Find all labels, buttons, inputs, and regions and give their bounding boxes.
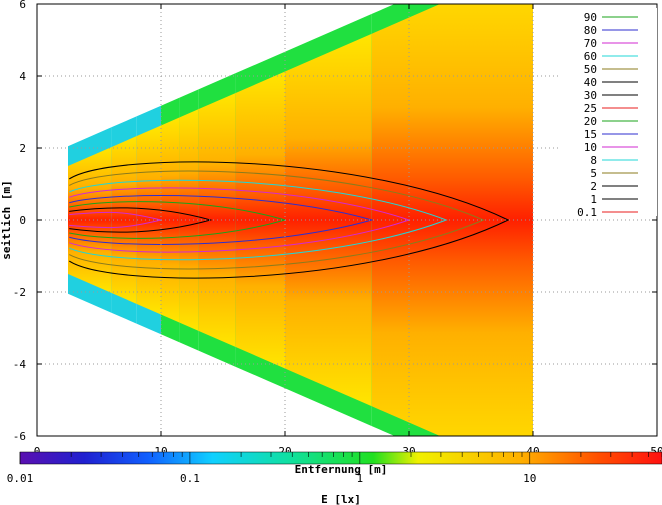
y-tick-label: 0 [19,214,26,227]
colorbar-tick-label: 1 [357,472,364,485]
y-tick-label: 4 [19,70,26,83]
x-tick-label: 50 [650,445,662,458]
legend-label: 1 [590,193,597,206]
field-strip [111,136,137,304]
legend-background [560,8,657,216]
y-axis-label: seitlich [m] [0,180,13,259]
y-tick-label: -6 [13,430,26,443]
legend-label: 8 [590,154,597,167]
legend-label: 25 [584,102,597,115]
legend-label: 20 [584,115,597,128]
colorbar-ticks: 0.01 0.1 1 10 [7,452,662,485]
contour-line [68,161,510,279]
y-tick-label: 2 [19,142,26,155]
legend-label: 60 [584,50,597,63]
legend-label: 70 [584,37,597,50]
field-strip [179,109,199,331]
contour-line [69,195,374,245]
contour-line [69,207,213,233]
illuminated-field [68,4,533,436]
field-strip [161,117,180,323]
x-tick-label: 0 [34,445,41,458]
grid-lines [37,4,657,436]
legend-label: 40 [584,76,597,89]
contour-line [69,179,448,261]
y-tick-label: -4 [13,358,27,371]
legend-label: 30 [584,89,597,102]
field-strip [371,4,533,436]
legend-label: 90 [584,11,597,24]
y-tick-label: 6 [19,0,26,11]
legend-label: 50 [584,63,597,76]
legend-label: 15 [584,128,597,141]
colorbar-tick-label: 0.01 [7,472,34,485]
colorbar-label: E [lx] [321,493,361,505]
legend-label: 80 [584,24,597,37]
field-strip [285,33,372,407]
legend-label: 2 [590,180,597,193]
colorbar-tick-label: 10 [523,472,536,485]
legend-label: 10 [584,141,597,154]
contour-line [69,170,485,270]
field-strip [235,71,285,369]
field-strip [198,93,236,347]
legend-label: 0.1 [577,206,597,219]
y-axis-ticks: -6 -4 -2 0 2 4 6 [13,0,657,443]
legend-label: 5 [590,167,597,180]
contour-lines [68,161,510,279]
x-axis-label: Entfernung [m] [295,463,388,476]
colorbar-tick-label: 0.1 [180,472,200,485]
y-tick-label: -2 [13,286,26,299]
